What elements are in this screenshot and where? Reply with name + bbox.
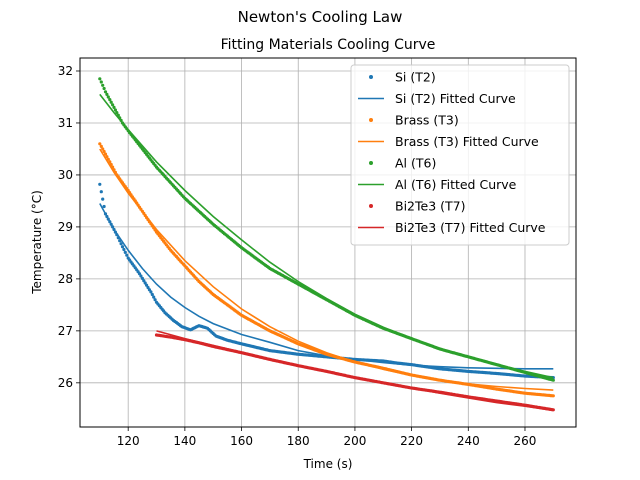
brass-t3-point: [101, 147, 105, 151]
si-t2-point: [123, 250, 127, 254]
si-t2-point: [122, 247, 126, 252]
brass-t3-fitted-curve-line: [99, 148, 554, 391]
al-t6-point: [115, 111, 119, 115]
si-t2-point: [153, 298, 157, 302]
al-t6-point: [102, 86, 106, 91]
legend-label: Brass (T3) Fitted Curve: [395, 134, 539, 149]
y-tick-label: 31: [58, 116, 73, 130]
x-tick-label: 140: [173, 434, 196, 448]
y-tick-label: 29: [58, 220, 73, 234]
si-t2-point: [152, 295, 156, 299]
x-tick-label: 240: [457, 434, 480, 448]
x-tick-label: 220: [400, 434, 423, 448]
si-t2-point: [139, 274, 143, 278]
axis-ticks: 120 140 160 180 200 220 240 260 26 27 28 29 30 31 32: [58, 64, 537, 448]
si-t2-point: [102, 204, 106, 209]
legend-swatch-point: [369, 118, 373, 122]
si-t2-point: [120, 245, 125, 249]
al-t6-point: [111, 103, 115, 107]
y-tick-label: 32: [58, 64, 73, 78]
brass-t3-point: [99, 144, 103, 148]
si-t2-point: [101, 197, 105, 201]
x-tick-label: 180: [287, 434, 310, 448]
brass-t3-point: [105, 155, 109, 159]
legend-label: Brass (T3): [395, 113, 459, 128]
y-tick-label: 27: [58, 324, 73, 338]
chart-title: Fitting Materials Cooling Curve: [221, 37, 436, 53]
si-t2-points: [98, 182, 555, 380]
legend-label: Al (T6): [395, 156, 436, 171]
legend-swatch-point: [369, 204, 373, 208]
legend-swatch-point: [369, 75, 373, 79]
y-tick-label: 26: [58, 376, 73, 390]
si-t2-point: [149, 290, 153, 294]
legend-box: [350, 64, 570, 246]
al-t6-point: [101, 83, 105, 87]
legend-label: Si (T2) Fitted Curve: [395, 91, 516, 106]
brass-t3-point: [551, 394, 555, 398]
al-t6-point: [113, 108, 117, 112]
si-t2-point: [150, 292, 154, 297]
brass-t3-point: [102, 149, 106, 154]
al-t6-point: [106, 95, 110, 99]
si-t2-point: [98, 182, 102, 186]
si-t2-point: [125, 253, 129, 257]
legend-label: Bi2Te3 (T7): [395, 199, 465, 214]
si-t2-point: [142, 279, 146, 283]
x-tick-label: 260: [514, 434, 537, 448]
si-t2-point: [137, 272, 142, 276]
al-t6-point: [105, 92, 109, 96]
y-axis-label: Temperature (°C): [30, 190, 44, 295]
y-tick-label: 28: [58, 272, 73, 286]
x-tick-label: 200: [343, 434, 366, 448]
al-t6-point: [551, 378, 555, 382]
si-t2-fitted-curve-line: [99, 203, 554, 370]
legend-label: Si (T2): [395, 70, 436, 85]
legend-swatch-point: [369, 161, 373, 165]
legend-label: Al (T6) Fitted Curve: [395, 177, 517, 192]
x-axis-label: Time (s): [303, 457, 353, 471]
plot-data: [98, 77, 555, 412]
al-t6-point: [108, 98, 112, 102]
legend: Si (T2) Si (T2) Fitted Curve Brass (T3) Bra…: [350, 64, 570, 246]
brass-t3-point: [103, 152, 108, 156]
al-t6-point: [99, 80, 103, 84]
al-t6-point: [112, 105, 116, 109]
si-t2-point: [99, 190, 103, 194]
bi2te3-t7-fitted-curve-line: [156, 330, 554, 412]
x-tick-label: 160: [230, 434, 253, 448]
al-t6-fitted-curve-line: [99, 93, 554, 379]
figure-suptitle: Newton's Cooling Law: [238, 8, 403, 26]
al-t6-point: [98, 77, 102, 81]
si-t2-point: [145, 283, 149, 287]
x-tick-label: 120: [117, 434, 140, 448]
si-t2-point: [140, 276, 144, 280]
plot-frame: [79, 57, 577, 428]
brass-t3-point: [98, 142, 102, 146]
al-t6-point: [109, 100, 113, 104]
al-t6-point: [103, 90, 108, 94]
si-t2-point: [119, 242, 123, 246]
legend-label: Bi2Te3 (T7) Fitted Curve: [395, 220, 546, 235]
y-tick-label: 30: [58, 168, 73, 182]
